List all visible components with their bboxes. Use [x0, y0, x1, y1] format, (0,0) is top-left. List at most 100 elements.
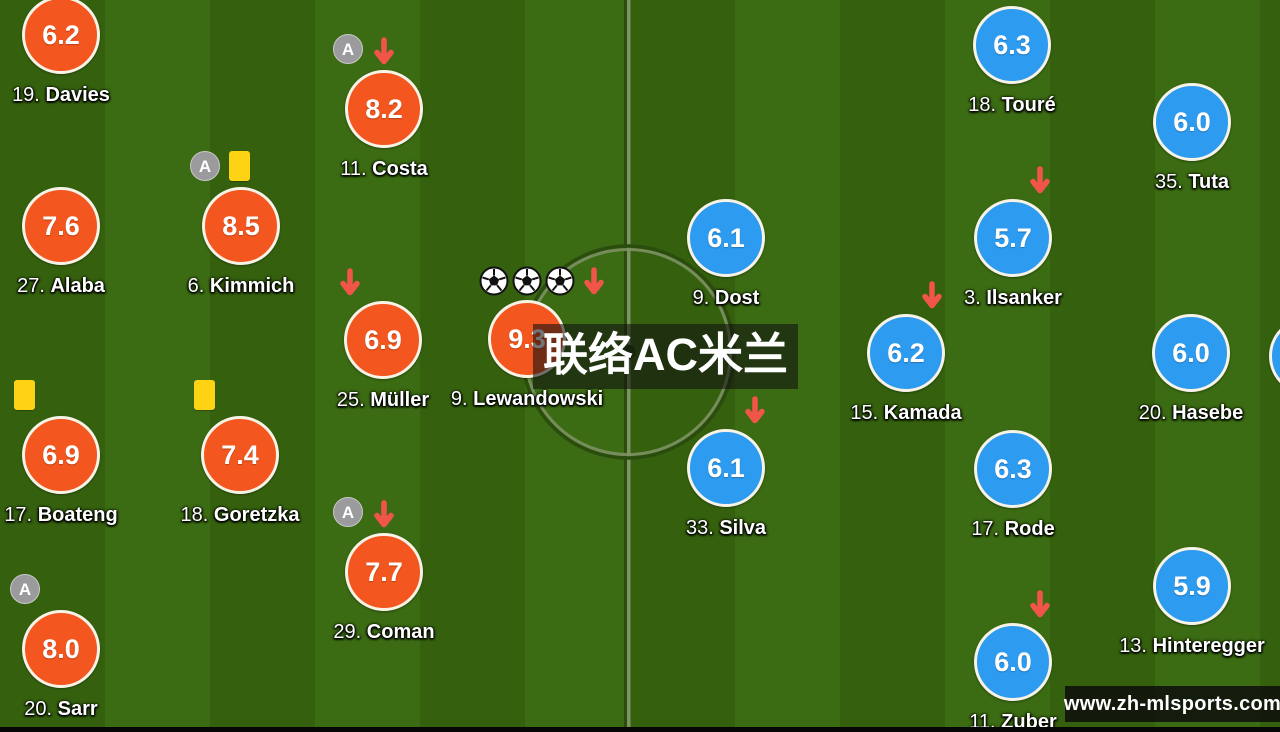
- player-marker[interactable]: 6.0 11. Zuber: [969, 590, 1057, 732]
- player-number: 17.: [971, 518, 1000, 540]
- player-number: 9.: [450, 388, 468, 410]
- yellow-card-icon: [193, 380, 215, 410]
- player-rating-circle[interactable]: 8.0: [22, 610, 100, 688]
- bottom-edge-bar: [0, 727, 1280, 732]
- center-watermark: 联络AC米兰: [533, 324, 798, 389]
- player-rating-circle[interactable]: 8.2: [345, 70, 423, 148]
- player-marker[interactable]: 7.6 27. Alaba: [17, 187, 105, 297]
- player-rating-circle[interactable]: 6.0: [1153, 83, 1231, 161]
- player-number: 25.: [336, 389, 365, 411]
- player-rating-circle[interactable]: 6.0: [1152, 314, 1230, 392]
- player-number: 18.: [968, 94, 997, 116]
- player-marker[interactable]: 6.2 15. Kamada: [850, 281, 962, 424]
- player-name: Alaba: [50, 275, 105, 297]
- player-rating-circle[interactable]: 6.3: [974, 430, 1052, 508]
- player-rating-circle[interactable]: 5.9: [1153, 547, 1231, 625]
- player-marker[interactable]: A 8.0 20. Sarr: [10, 574, 100, 720]
- player-rating-circle[interactable]: 6.9: [344, 301, 422, 379]
- player-rating-circle[interactable]: 6.2: [867, 314, 945, 392]
- player-rating-circle[interactable]: 6.1: [687, 199, 765, 277]
- player-label: 18. Goretzka: [181, 504, 300, 526]
- player-name: Zuber: [1001, 711, 1057, 732]
- sub-off-arrow-icon: [921, 281, 943, 311]
- player-marker[interactable]: 7.4 18. Goretzka: [181, 380, 299, 526]
- player-name: Silva: [719, 517, 767, 539]
- player-rating-circle[interactable]: 6.0: [974, 623, 1052, 701]
- player-name: Rode: [1004, 518, 1055, 540]
- player-marker[interactable]: [1269, 317, 1280, 395]
- player-marker[interactable]: A 7.7 29. Coman: [333, 497, 435, 643]
- player-rating: 6.1: [707, 452, 745, 483]
- player-name: Müller: [370, 389, 430, 411]
- assist-badge: A: [333, 34, 363, 64]
- player-name: Lewandowski: [473, 388, 604, 410]
- player-rating-circle[interactable]: 7.7: [345, 533, 423, 611]
- player-label: 9. Dost: [693, 287, 760, 309]
- player-label: 20. Hasebe: [1139, 402, 1244, 424]
- player-marker[interactable]: 6.3 17. Rode: [971, 430, 1055, 540]
- player-number: 6.: [187, 275, 205, 297]
- player-name: Tuta: [1188, 171, 1230, 193]
- assist-letter: A: [341, 39, 355, 59]
- player-rating-circle[interactable]: 7.6: [22, 187, 100, 265]
- player-name: Ilsanker: [986, 287, 1062, 309]
- player-marker[interactable]: 5.9 13. Hinteregger: [1119, 547, 1265, 657]
- football-icon: [512, 266, 542, 296]
- player-rating: 6.0: [1172, 337, 1210, 368]
- assist-badge: A: [190, 151, 220, 181]
- player-label: 29. Coman: [333, 621, 434, 643]
- player-marker[interactable]: 6.1 9. Dost: [687, 199, 765, 309]
- player-rating: 5.9: [1173, 570, 1211, 601]
- player-label: 33. Silva: [686, 517, 766, 539]
- goal-icons: [479, 266, 575, 296]
- player-number: 3.: [964, 287, 981, 309]
- player-rating: 6.2: [42, 19, 80, 50]
- assist-letter: A: [198, 156, 212, 176]
- assist-badge: A: [10, 574, 40, 604]
- player-rating-circle[interactable]: 6.1: [687, 429, 765, 507]
- player-marker[interactable]: A 8.2 11. Costa: [333, 34, 428, 180]
- player-marker[interactable]: 6.0 35. Tuta: [1153, 83, 1231, 193]
- player-rating-circle[interactable]: 7.4: [201, 416, 279, 494]
- player-rating-circle[interactable]: 5.7: [974, 199, 1052, 277]
- player-name: Costa: [372, 158, 428, 180]
- player-name: Kamada: [883, 402, 962, 424]
- player-rating: 6.2: [887, 337, 925, 368]
- player-rating-circle[interactable]: 6.2: [22, 0, 100, 74]
- player-rating: 6.1: [707, 222, 745, 253]
- player-marker[interactable]: 6.3 18. Touré: [968, 6, 1056, 116]
- player-label: 18. Touré: [968, 94, 1055, 116]
- player-label: 19. Davies: [12, 84, 110, 106]
- player-label: 17. Rode: [971, 518, 1054, 540]
- player-number: 9.: [692, 287, 710, 309]
- player-marker[interactable]: 6.9 17. Boateng: [4, 380, 118, 526]
- player-marker[interactable]: 6.2 19. Davies: [12, 0, 110, 106]
- player-marker[interactable]: 5.7 3. Ilsanker: [964, 166, 1062, 309]
- assist-letter: A: [341, 502, 355, 522]
- player-name: Goretzka: [213, 504, 300, 526]
- player-rating: 8.0: [42, 633, 80, 664]
- player-marker[interactable]: 6.1 33. Silva: [686, 396, 766, 539]
- player-name: Boateng: [37, 504, 118, 526]
- player-rating: 5.7: [994, 222, 1032, 253]
- sub-off-arrow-icon: [583, 267, 605, 297]
- football-icon: [545, 266, 575, 296]
- player-number: 20.: [24, 698, 53, 720]
- player-rating-circle[interactable]: 6.3: [973, 6, 1051, 84]
- sub-off-arrow-icon: [373, 37, 395, 67]
- player-rating: 6.3: [994, 453, 1032, 484]
- player-name: Davies: [45, 84, 110, 106]
- player-label: 6. Kimmich: [188, 275, 295, 297]
- player-marker[interactable]: 6.0 20. Hasebe: [1139, 314, 1243, 424]
- player-marker[interactable]: 6.9 25. Müller: [337, 268, 429, 411]
- player-rating-circle[interactable]: 6.9: [22, 416, 100, 494]
- player-rating-circle[interactable]: 8.5: [202, 187, 280, 265]
- bottom-watermark: www.zh-mlsports.com: [1064, 686, 1280, 722]
- sub-off-arrow-icon: [744, 396, 766, 426]
- player-name: Sarr: [57, 698, 98, 720]
- player-marker[interactable]: A 8.5 6. Kimmich: [188, 151, 294, 297]
- player-rating: 6.3: [993, 29, 1031, 60]
- yellow-card-icon: [13, 380, 35, 410]
- player-rating-circle[interactable]: [1269, 317, 1280, 395]
